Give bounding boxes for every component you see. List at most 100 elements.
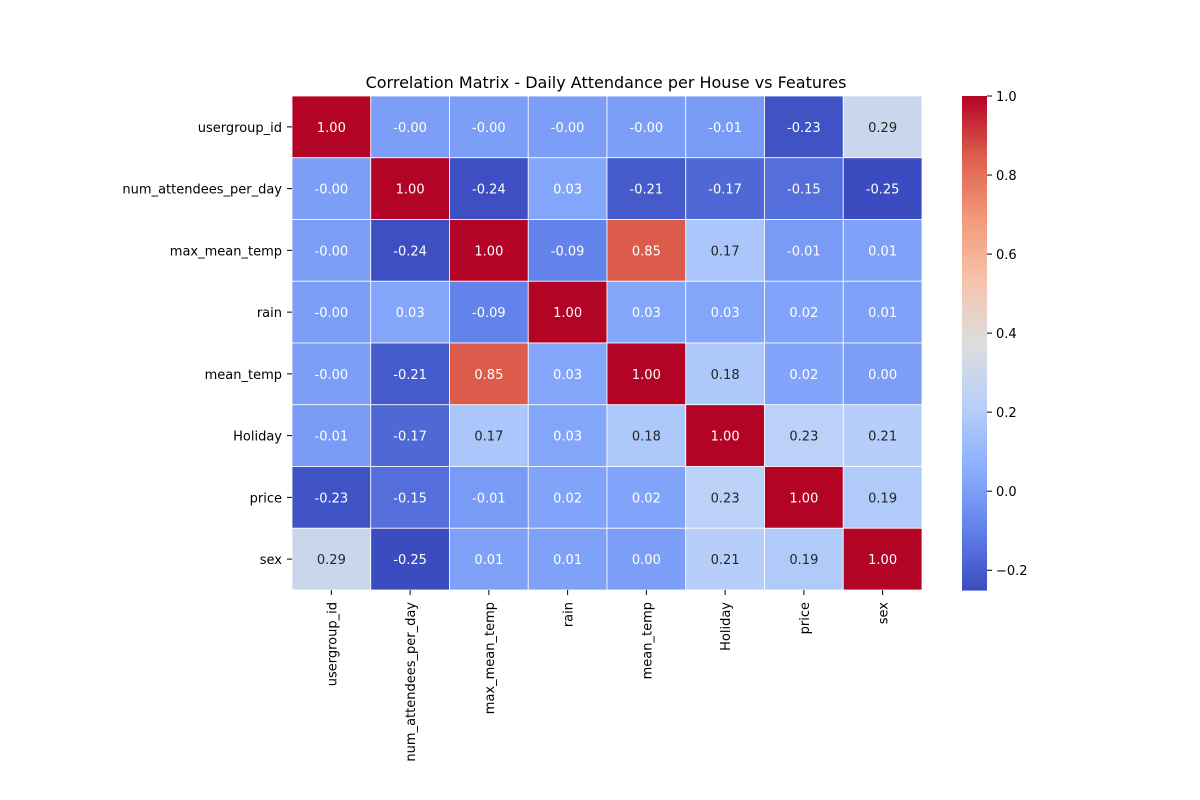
cell-value-label: 1.00 — [396, 183, 425, 198]
column-tick-label: usergroup_id — [325, 602, 340, 686]
colorbar-segment — [962, 482, 987, 488]
colorbar-segment — [962, 120, 987, 126]
colorbar-segment — [962, 207, 987, 212]
cell-value-label: 0.02 — [632, 491, 661, 506]
column-tick-label: price — [798, 602, 813, 634]
colorbar-segment — [962, 515, 987, 521]
colorbar-segment — [962, 433, 987, 439]
heatmap-cell — [291, 95, 372, 159]
cell-value-label: -0.17 — [708, 183, 742, 198]
colorbar-segment — [962, 421, 987, 426]
heatmap-cell — [449, 280, 529, 344]
cell-annotations: 1.00 -0.00 -0.00 -0.00 -0.00 -0.01 -0.23 0.29 -0… — [315, 121, 900, 568]
colorbar-segment — [962, 408, 987, 414]
heatmap-cell — [764, 157, 844, 220]
cell-value-label: 1.00 — [474, 244, 503, 259]
cell-value-label: -0.00 — [315, 306, 349, 321]
colorbar-segment — [962, 417, 987, 422]
heatmap-cell — [685, 157, 765, 220]
heatmap-cell — [842, 95, 923, 159]
colorbar-tick-label: 0.2 — [996, 406, 1017, 421]
colorbar-segment — [962, 532, 987, 538]
colorbar-segment — [962, 396, 987, 402]
cell-value-label: -0.17 — [393, 430, 427, 445]
heatmap-cell — [527, 95, 608, 159]
colorbar-segment — [962, 429, 987, 435]
cell-value-label: 1.00 — [789, 491, 818, 506]
colorbar-segment — [962, 470, 987, 476]
cell-value-label: 0.01 — [868, 244, 897, 259]
colorbar-segment — [962, 384, 987, 389]
colorbar-segment — [962, 544, 987, 550]
heatmap-cell — [370, 404, 450, 467]
cell-value-label: 0.00 — [868, 368, 897, 383]
colorbar-segment — [962, 124, 987, 130]
colorbar-segment — [962, 359, 987, 365]
colorbar-segment — [962, 301, 987, 307]
column-tick-label: num_attendees_per_day — [404, 602, 419, 762]
chart-title: Correlation Matrix - Daily Attendance pe… — [366, 73, 847, 92]
colorbar-segment — [962, 100, 987, 105]
colorbar-segment — [962, 277, 987, 282]
colorbar-segment — [962, 400, 987, 406]
row-tick-labels: usergroup_id num_attendees_per_day max_mea… — [122, 121, 292, 568]
heatmap-cell — [764, 219, 844, 282]
cell-value-label: 1.00 — [711, 430, 740, 445]
row-tick-label: sex — [260, 553, 283, 568]
colorbar-segment — [962, 174, 987, 179]
colorbar-segment — [962, 108, 987, 114]
colorbar-segment — [962, 133, 987, 138]
heatmap-cell — [291, 280, 372, 344]
colorbar-segment — [962, 499, 987, 505]
colorbar-segment — [962, 343, 987, 348]
colorbar-segment — [962, 445, 987, 451]
cell-value-label: 1.00 — [868, 553, 897, 568]
heatmap-cell — [527, 280, 608, 344]
colorbar-segment — [962, 157, 987, 163]
heatmap-cell — [842, 404, 923, 467]
heatmap-cell — [685, 466, 765, 529]
colorbar: −0.2 0.0 0.2 0.4 0.6 0.8 1.0 — [962, 90, 1028, 591]
cell-value-label: -0.00 — [315, 368, 349, 383]
colorbar-segment — [962, 322, 987, 328]
heatmap-cell — [764, 466, 844, 529]
colorbar-segment — [962, 244, 987, 249]
column-tick-label: mean_temp — [640, 602, 655, 679]
column-tick-label: max_mean_temp — [483, 602, 498, 714]
cell-value-label: -0.00 — [315, 183, 349, 198]
colorbar-segment — [962, 289, 987, 295]
colorbar-segment — [962, 503, 987, 509]
colorbar-segment — [962, 248, 987, 254]
colorbar-segment — [962, 450, 987, 455]
row-tick-label: mean_temp — [205, 368, 282, 383]
colorbar-segment — [962, 170, 987, 175]
colorbar-segment — [962, 565, 987, 571]
colorbar-segment — [962, 285, 987, 291]
colorbar-segment — [962, 371, 987, 377]
heatmap-cell — [606, 342, 687, 406]
colorbar-segment — [962, 536, 987, 542]
colorbar-segment — [962, 375, 987, 381]
colorbar-segment — [962, 165, 987, 171]
cell-value-label: 0.03 — [711, 306, 740, 321]
colorbar-segment — [962, 474, 987, 480]
colorbar-segment — [962, 380, 987, 385]
cell-value-label: -0.23 — [315, 491, 349, 506]
colorbar-tick-label: 0.8 — [996, 169, 1017, 184]
cell-value-label: 0.29 — [868, 121, 897, 136]
cell-value-label: -0.09 — [551, 244, 585, 259]
colorbar-segment — [962, 425, 987, 431]
colorbar-segment — [962, 528, 987, 533]
heatmap-cell — [606, 95, 687, 159]
cell-value-label: 0.23 — [711, 491, 740, 506]
colorbar-segment — [962, 338, 987, 344]
colorbar-segment — [962, 441, 987, 447]
heatmap-cell — [842, 527, 923, 591]
cell-value-label: 0.85 — [474, 368, 503, 383]
cell-value-label: -0.23 — [787, 121, 821, 136]
cell-value-label: 0.02 — [789, 306, 818, 321]
colorbar-segment — [962, 507, 987, 513]
cell-value-label: 1.00 — [632, 368, 661, 383]
colorbar-segment — [962, 458, 987, 463]
colorbar-segment — [962, 412, 987, 418]
